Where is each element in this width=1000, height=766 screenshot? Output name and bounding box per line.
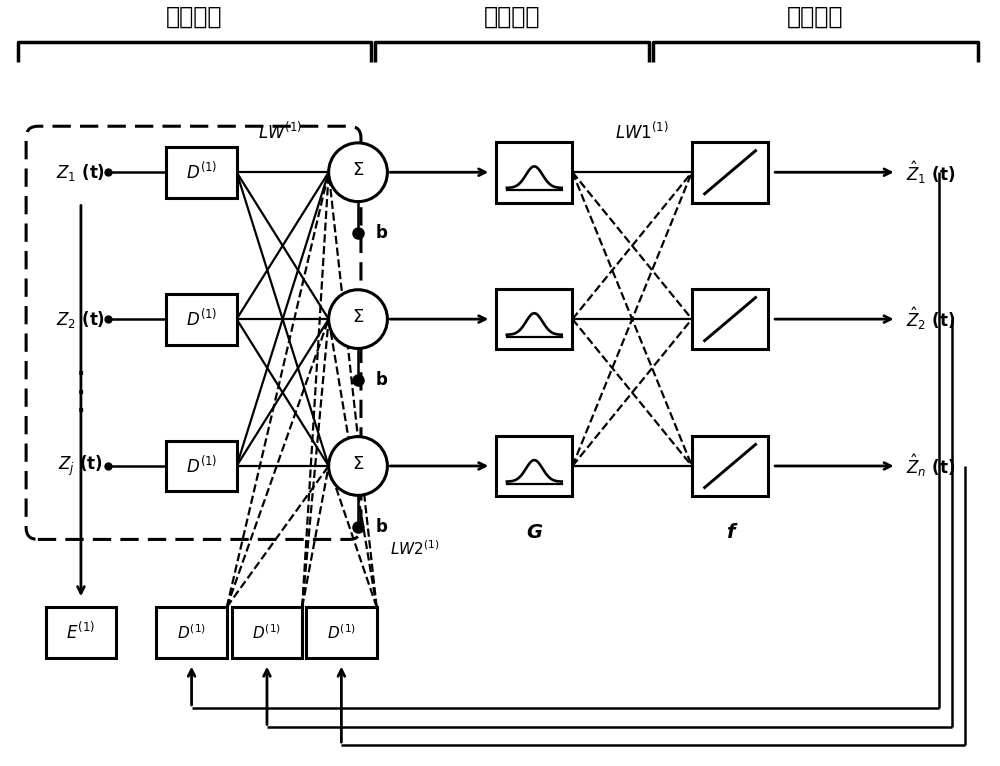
Bar bbox=[166, 440, 237, 492]
Text: $\Sigma$: $\Sigma$ bbox=[352, 162, 364, 179]
Bar bbox=[692, 436, 768, 496]
Text: $\Sigma$: $\Sigma$ bbox=[352, 455, 364, 473]
Text: f: f bbox=[726, 522, 734, 542]
Text: $D^{(1)}$: $D^{(1)}$ bbox=[327, 623, 356, 642]
Bar bbox=[692, 142, 768, 202]
Text: $D^{(1)}$: $D^{(1)}$ bbox=[186, 162, 217, 183]
Bar bbox=[232, 607, 302, 658]
Bar bbox=[166, 147, 237, 198]
Text: G: G bbox=[526, 522, 542, 542]
Text: $\hat{Z}_1$ (t): $\hat{Z}_1$ (t) bbox=[906, 159, 956, 185]
Text: $D^{(1)}$: $D^{(1)}$ bbox=[252, 623, 282, 642]
Text: b: b bbox=[376, 518, 388, 535]
Bar bbox=[156, 607, 227, 658]
Text: ·
·
·: · · · bbox=[77, 364, 85, 421]
Text: $LW^{(1)}$: $LW^{(1)}$ bbox=[258, 122, 302, 143]
Text: b: b bbox=[376, 224, 388, 242]
Bar bbox=[496, 289, 572, 349]
Text: b: b bbox=[376, 371, 388, 389]
Text: $D^{(1)}$: $D^{(1)}$ bbox=[177, 623, 206, 642]
Circle shape bbox=[329, 437, 387, 496]
Circle shape bbox=[329, 143, 387, 201]
Text: $D^{(1)}$: $D^{(1)}$ bbox=[186, 455, 217, 476]
Text: 输出节点: 输出节点 bbox=[787, 5, 844, 28]
Text: $\Sigma$: $\Sigma$ bbox=[352, 308, 364, 326]
Text: $Z_j$ (t): $Z_j$ (t) bbox=[58, 454, 103, 478]
Bar bbox=[46, 607, 116, 658]
Text: $LW2^{(1)}$: $LW2^{(1)}$ bbox=[390, 539, 440, 558]
Text: $D^{(1)}$: $D^{(1)}$ bbox=[186, 309, 217, 329]
Text: $\hat{Z}_n$ (t): $\hat{Z}_n$ (t) bbox=[906, 453, 956, 480]
Bar bbox=[306, 607, 377, 658]
Text: $Z_2$ (t): $Z_2$ (t) bbox=[56, 309, 105, 329]
Bar bbox=[496, 436, 572, 496]
Bar bbox=[496, 142, 572, 202]
Text: $\hat{Z}_2$ (t): $\hat{Z}_2$ (t) bbox=[906, 306, 956, 332]
Text: $Z_1$ (t): $Z_1$ (t) bbox=[56, 162, 105, 183]
Circle shape bbox=[329, 290, 387, 349]
Bar bbox=[166, 293, 237, 345]
Text: 输入节点: 输入节点 bbox=[166, 5, 223, 28]
Bar bbox=[692, 289, 768, 349]
Text: $E^{(1)}$: $E^{(1)}$ bbox=[66, 622, 96, 643]
Text: $LW1^{(1)}$: $LW1^{(1)}$ bbox=[615, 122, 669, 143]
Text: 隐含节点: 隐含节点 bbox=[483, 5, 540, 28]
